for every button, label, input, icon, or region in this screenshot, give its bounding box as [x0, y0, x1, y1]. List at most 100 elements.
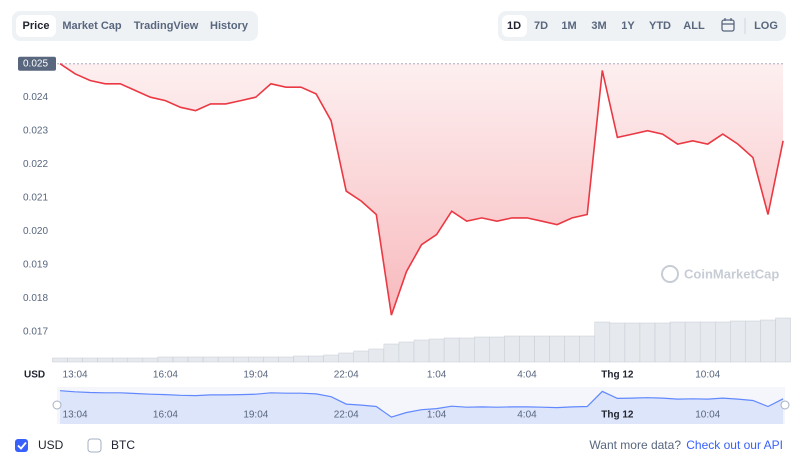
range-button[interactable]: YTD [649, 20, 671, 32]
range-button[interactable]: 3M [591, 20, 606, 32]
range-group [498, 11, 786, 41]
y-tick-label: 0.025 [23, 58, 48, 69]
x-tick-label: 10:04 [695, 370, 720, 381]
nav-tick-label: 16:04 [153, 410, 178, 421]
y-tick-label: 0.017 [23, 326, 48, 337]
volume-bar [579, 335, 596, 363]
volume-bar [308, 355, 324, 363]
volume-bar [730, 320, 746, 363]
volume-bar [775, 317, 791, 363]
api-link[interactable]: Check out our API [686, 438, 783, 452]
nav-tick-label: 1:04 [427, 410, 447, 421]
volume-bar [504, 335, 520, 363]
x-tick-label: 22:04 [334, 370, 359, 381]
y-tick-label: 0.024 [23, 92, 48, 103]
toggle-label[interactable]: BTC [111, 438, 135, 452]
volume-bar [474, 336, 490, 363]
volume-bar [67, 357, 83, 363]
volume-bar [82, 357, 98, 363]
range-button[interactable]: 7D [534, 20, 548, 32]
volume-bar [263, 356, 279, 363]
volume-bar [323, 354, 339, 363]
nav-area [60, 390, 784, 424]
volume-bar [232, 356, 249, 363]
range-button[interactable]: 1D [507, 20, 521, 32]
nav-tick-label: 10:04 [695, 410, 720, 421]
volume-bar [519, 335, 535, 363]
volume-bar [368, 348, 385, 363]
nav-tick-label: 19:04 [243, 410, 268, 421]
y-tick-label: 0.019 [23, 259, 48, 270]
volume-bar [157, 356, 174, 363]
volume-bar [202, 356, 219, 363]
nav-handle[interactable] [52, 400, 62, 410]
x-tick-label: Thg 12 [601, 370, 634, 381]
tab[interactable]: Price [23, 20, 50, 32]
nav-tick-label: 22:04 [334, 410, 359, 421]
range-selected [502, 15, 527, 37]
nav-line [59, 390, 784, 418]
watermark-text: CoinMarketCap [684, 266, 779, 281]
volume-bar [142, 357, 159, 363]
volume-bar [760, 319, 776, 363]
volume-bar [127, 357, 144, 363]
x-tick-label: 1:04 [427, 370, 447, 381]
calendar-icon[interactable] [721, 18, 735, 32]
plot: 0.017 0.018 0.019 0.020 0.021 0.022 0.023 0.024… [18, 56, 791, 381]
tab[interactable]: Market Cap [62, 20, 122, 32]
nav-tick-label: 13:04 [63, 410, 88, 421]
volume-bar [52, 357, 68, 363]
checkbox[interactable] [87, 438, 102, 453]
volume-bar [699, 321, 716, 363]
volume-bar [624, 322, 641, 363]
range-button[interactable]: 1M [561, 20, 576, 32]
y-tick-label: 0.022 [23, 159, 48, 170]
volume-bar [248, 356, 264, 363]
volume-bar [338, 352, 354, 363]
volume-bar [684, 321, 701, 363]
volume-bar [353, 350, 370, 363]
volume-bar [428, 338, 445, 363]
volume-bar [293, 355, 309, 363]
volume-bar [413, 339, 430, 363]
range-button[interactable]: 1Y [621, 20, 635, 32]
nav-handle[interactable] [780, 400, 790, 410]
volume-bar [172, 356, 189, 363]
volume-bar [489, 336, 505, 363]
volume-bar [715, 321, 731, 363]
price-area [60, 63, 784, 316]
volume-bar [549, 335, 565, 363]
tab-selected [16, 15, 56, 37]
y-tick-label: 0.021 [23, 192, 48, 203]
nav-tick-label: 4:04 [517, 410, 537, 421]
more-text: Want more data? [589, 438, 681, 452]
tab[interactable]: TradingView [134, 20, 199, 32]
y-tick-label: 0.020 [23, 226, 48, 237]
y-tick-label: 0.018 [23, 293, 48, 304]
volume-bar [564, 335, 580, 363]
currency-label: USD [24, 370, 45, 381]
volume-bar [594, 321, 611, 363]
check-mark [17, 441, 27, 450]
nav-tick-label: Thg 12 [601, 410, 634, 421]
tab[interactable]: History [210, 20, 249, 32]
log-button[interactable]: LOG [754, 20, 778, 32]
volume-bar [654, 322, 671, 363]
volume-bar [458, 337, 475, 363]
x-tick-label: 13:04 [63, 370, 88, 381]
range-button[interactable]: ALL [683, 20, 705, 32]
checkbox-checked[interactable] [15, 439, 28, 452]
price-tag [18, 56, 56, 71]
price-line [59, 63, 784, 316]
volume-bar [609, 322, 626, 363]
x-tick-label: 16:04 [153, 370, 178, 381]
volume-bar [669, 321, 686, 363]
volume-bar [745, 320, 761, 363]
toggle-label[interactable]: USD [38, 438, 64, 452]
y-tick-label: 0.023 [23, 125, 48, 136]
volume-bar [639, 322, 656, 363]
volume-bar [217, 356, 234, 363]
volume-bar [534, 335, 550, 363]
x-tick-label: 4:04 [517, 370, 537, 381]
